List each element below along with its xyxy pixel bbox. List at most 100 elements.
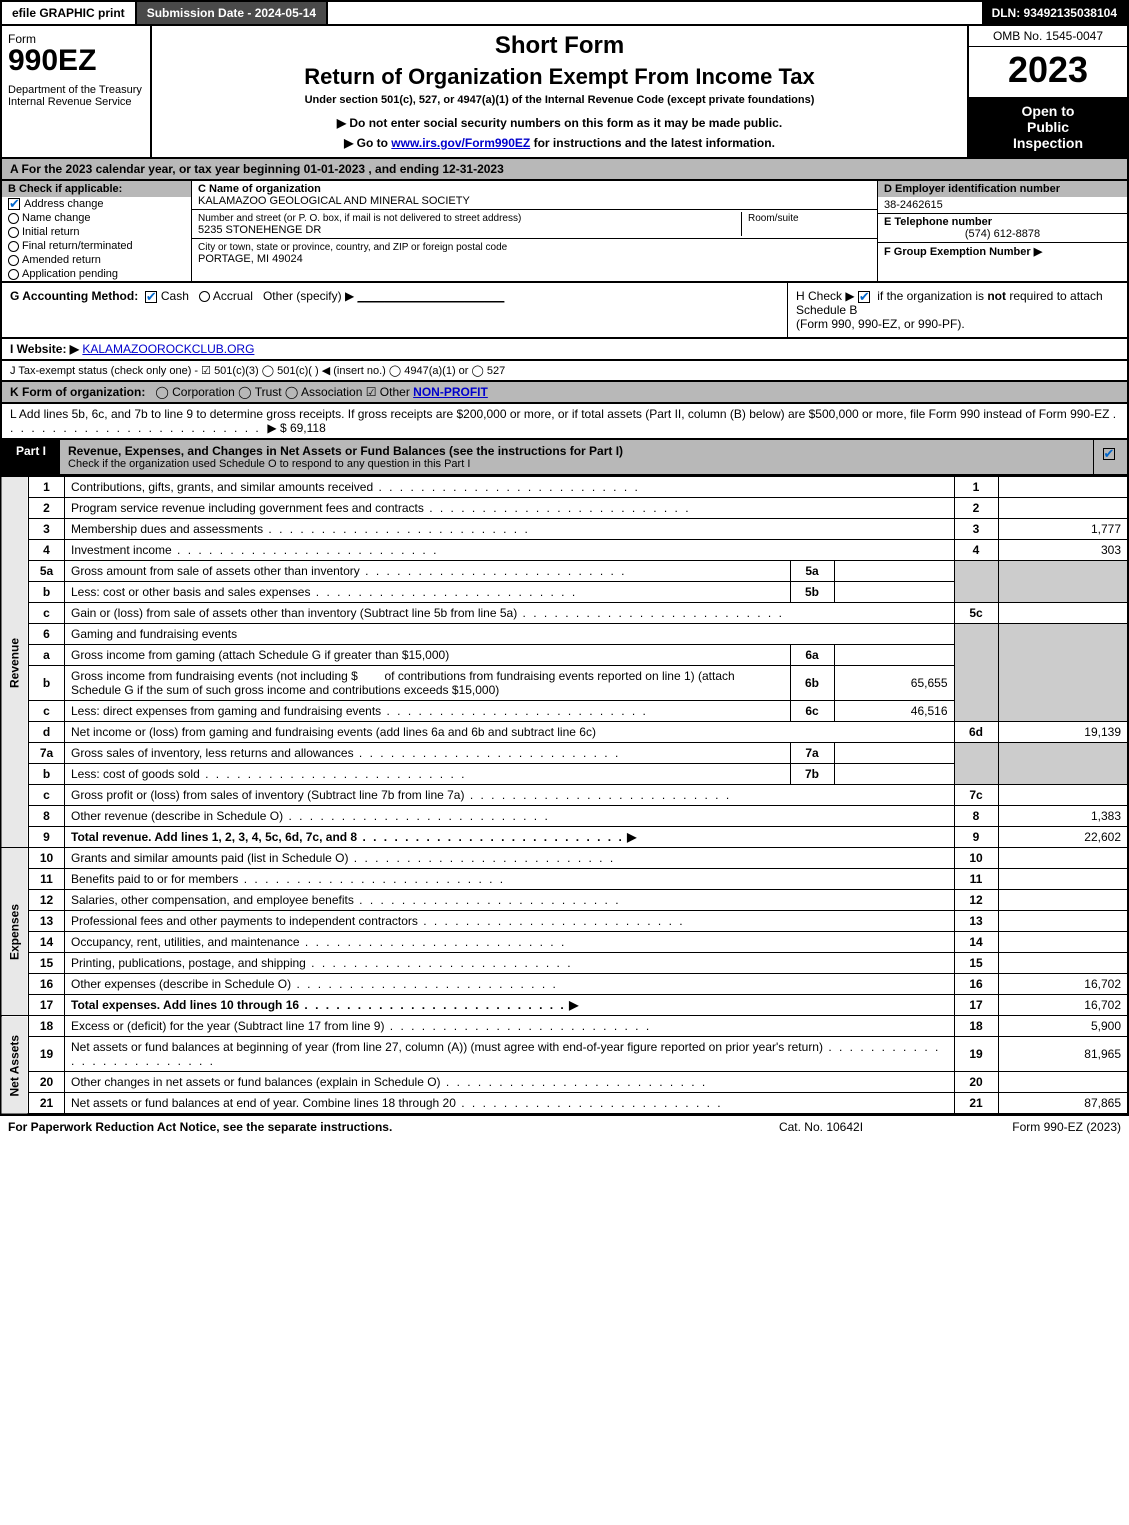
website-link[interactable]: KALAMAZOOROCKCLUB.ORG	[82, 342, 254, 356]
line-desc: Professional fees and other payments to …	[71, 914, 685, 928]
line-2: 2 Program service revenue including gove…	[1, 498, 1128, 519]
line-num: b	[29, 666, 65, 701]
e-label: E Telephone number	[884, 216, 992, 228]
dept-line-2: Internal Revenue Service	[8, 96, 144, 108]
line-desc-1: Gross income from fundraising events (no…	[71, 669, 358, 683]
chk-name-change[interactable]: Name change	[2, 211, 191, 225]
radio-icon[interactable]	[8, 227, 19, 238]
chk-application-pending[interactable]: Application pending	[2, 267, 191, 281]
sub-num: 6b	[790, 666, 834, 701]
radio-icon[interactable]	[8, 213, 19, 224]
radio-icon[interactable]	[8, 269, 19, 280]
tax-year: 2023	[969, 47, 1127, 97]
dept-line-1: Department of the Treasury	[8, 84, 144, 96]
line-9: 9 Total revenue. Add lines 1, 2, 3, 4, 5…	[1, 827, 1128, 848]
checkbox-icon[interactable]	[1103, 448, 1115, 460]
chk-initial-return[interactable]: Initial return	[2, 225, 191, 239]
line-19: 19 Net assets or fund balances at beginn…	[1, 1037, 1128, 1072]
open-to-public: Open to Public Inspection	[969, 97, 1127, 157]
line-num: b	[29, 582, 65, 603]
line-rn: 14	[954, 932, 998, 953]
efile-print[interactable]: efile GRAPHIC print	[2, 2, 137, 24]
line-rn: 19	[954, 1037, 998, 1072]
l-row: L Add lines 5b, 6c, and 7b to line 9 to …	[0, 404, 1129, 440]
line-num: 4	[29, 540, 65, 561]
sub-value	[834, 645, 954, 666]
chk-amended-return[interactable]: Amended return	[2, 253, 191, 267]
line-value	[998, 1072, 1128, 1093]
radio-icon[interactable]	[8, 255, 19, 266]
g-other-line[interactable]: ______________________	[358, 289, 505, 303]
line-value: 1,383	[998, 806, 1128, 827]
line-rn: 20	[954, 1072, 998, 1093]
line-6d: d Net income or (loss) from gaming and f…	[1, 722, 1128, 743]
line-8: 8 Other revenue (describe in Schedule O)…	[1, 806, 1128, 827]
line-desc: Less: cost of goods sold	[71, 767, 466, 781]
gray-cell	[954, 743, 998, 785]
k-other-link[interactable]: NON-PROFIT	[413, 385, 488, 399]
line-rn: 6d	[954, 722, 998, 743]
h-not: not	[987, 289, 1006, 303]
c-name-row: C Name of organization KALAMAZOO GEOLOGI…	[192, 181, 877, 210]
line-rn: 11	[954, 869, 998, 890]
h-text4: (Form 990, 990-EZ, or 990-PF).	[796, 317, 965, 331]
line-rn: 5c	[954, 603, 998, 624]
line-num: 21	[29, 1093, 65, 1115]
street-label: Number and street (or P. O. box, if mail…	[198, 213, 521, 224]
line-20: 20 Other changes in net assets or fund b…	[1, 1072, 1128, 1093]
chk-address-change[interactable]: Address change	[2, 197, 191, 211]
h-checkbox[interactable]	[858, 291, 870, 303]
street-value: 5235 STONEHENGE DR	[198, 224, 321, 236]
line-5c: c Gain or (loss) from sale of assets oth…	[1, 603, 1128, 624]
e-row: E Telephone number (574) 612-8878	[878, 214, 1127, 243]
gray-cell	[954, 624, 998, 722]
chk-label: Initial return	[22, 226, 79, 238]
line-11: 11 Benefits paid to or for members 11	[1, 869, 1128, 890]
line-rn: 9	[954, 827, 998, 848]
line-desc: Net income or (loss) from gaming and fun…	[71, 725, 596, 739]
line-4: 4 Investment income 4 303	[1, 540, 1128, 561]
g-h-block: G Accounting Method: Cash Accrual Other …	[0, 283, 1129, 339]
page-footer: For Paperwork Reduction Act Notice, see …	[0, 1115, 1129, 1138]
part-1-check-cell[interactable]	[1093, 440, 1127, 474]
line-num: 16	[29, 974, 65, 995]
room-label: Room/suite	[748, 213, 799, 224]
line-num: 7a	[29, 743, 65, 764]
dots	[357, 830, 624, 844]
line-17: 17 Total expenses. Add lines 10 through …	[1, 995, 1128, 1016]
radio-icon[interactable]	[8, 241, 19, 252]
goto-link[interactable]: www.irs.gov/Form990EZ	[391, 136, 530, 150]
checkbox-icon[interactable]	[8, 198, 20, 210]
line-num: 19	[29, 1037, 65, 1072]
arrow-icon: ▶	[627, 830, 636, 844]
k-opts: ◯ Corporation ◯ Trust ◯ Association ☑ Ot…	[155, 385, 413, 399]
line-desc: Net assets or fund balances at end of ye…	[71, 1096, 723, 1110]
g-accrual: Accrual	[213, 289, 253, 303]
do-not-enter: ▶ Do not enter social security numbers o…	[162, 116, 957, 130]
g-cash-check[interactable]	[145, 291, 157, 303]
line-value	[998, 953, 1128, 974]
line-num: c	[29, 785, 65, 806]
j-row: J Tax-exempt status (check only one) - ☑…	[0, 361, 1129, 382]
h-text2: if the organization is	[877, 289, 987, 303]
short-form-title: Short Form	[162, 32, 957, 60]
k-label: K Form of organization:	[10, 385, 145, 399]
part-1-sub: Check if the organization used Schedule …	[68, 458, 1085, 470]
line-rn: 2	[954, 498, 998, 519]
line-value: 87,865	[998, 1093, 1128, 1115]
g-accrual-radio[interactable]	[199, 291, 210, 302]
line-14: 14 Occupancy, rent, utilities, and maint…	[1, 932, 1128, 953]
line-num: 10	[29, 848, 65, 869]
line-value: 303	[998, 540, 1128, 561]
line-7a: 7a Gross sales of inventory, less return…	[1, 743, 1128, 764]
revenue-vertical-label: Revenue	[1, 477, 29, 848]
line-desc: Other revenue (describe in Schedule O)	[71, 809, 550, 823]
line-num: 14	[29, 932, 65, 953]
line-num: 1	[29, 477, 65, 498]
line-desc: Membership dues and assessments	[71, 522, 530, 536]
column-def: D Employer identification number 38-2462…	[877, 181, 1127, 281]
goto-line: ▶ Go to www.irs.gov/Form990EZ for instru…	[162, 136, 957, 150]
line-num: 3	[29, 519, 65, 540]
line-rn: 8	[954, 806, 998, 827]
chk-final-return[interactable]: Final return/terminated	[2, 239, 191, 253]
